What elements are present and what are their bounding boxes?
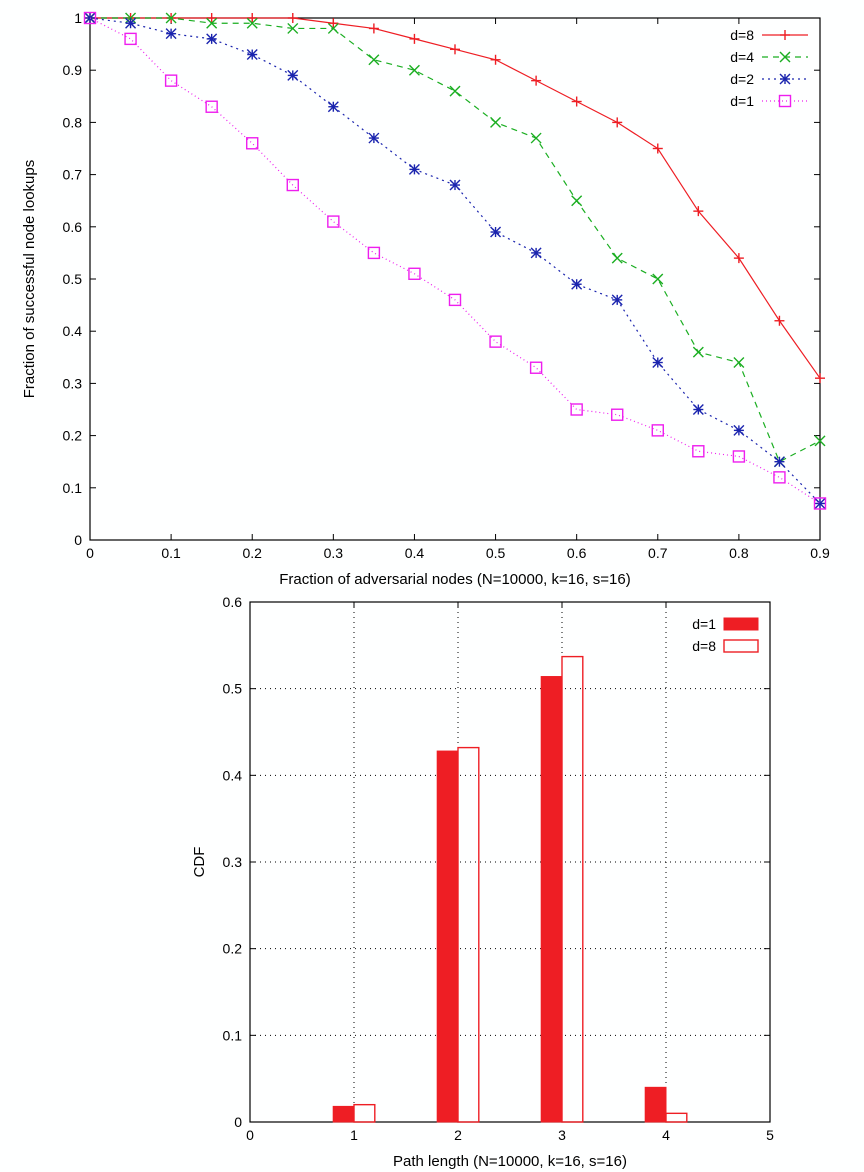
y-axis-label: CDF [191, 847, 208, 878]
x-tick-label: 0.8 [729, 545, 749, 561]
series-d=1 [85, 13, 826, 509]
x-tick-label: 0.9 [810, 545, 830, 561]
legend-entry: d=8 [692, 638, 758, 654]
legend-label: d=8 [692, 638, 716, 654]
x-tick-label: 4 [662, 1127, 670, 1143]
bar-d1 [333, 1106, 354, 1122]
figure-container: 0 0.1 0.2 0.3 0.4 0.5 0.6 0.7 0.8 0.9 0 0.1 0.2 0.3 0.… [0, 0, 864, 1172]
y-tick-label: 0.4 [223, 767, 243, 783]
y-tick-label: 0 [74, 532, 82, 548]
bottom-chart: 0 1 2 3 4 5 0 0.1 0.2 0.3 0.4 0.5 0.6 Path length (N=… [191, 594, 774, 1170]
y-tick-label: 0.1 [63, 480, 83, 496]
legend-entry: d=2 [730, 71, 808, 87]
x-tick-label: 0.2 [242, 545, 262, 561]
bar-d8 [354, 1105, 375, 1122]
x-tick-label: 0.3 [324, 545, 344, 561]
legend-label: d=1 [730, 93, 754, 109]
y-tick-label: 0.2 [63, 428, 83, 444]
y-tick-label: 0.9 [63, 62, 83, 78]
legend-entry: d=1 [730, 93, 808, 109]
y-tick-label: 0.7 [63, 167, 83, 183]
legend-entry: d=4 [730, 49, 808, 65]
top-chart: 0 0.1 0.2 0.3 0.4 0.5 0.6 0.7 0.8 0.9 0 0.1 0.2 0.3 0.… [21, 10, 830, 588]
legend-label: d=8 [730, 27, 754, 43]
series-d=8 [85, 13, 825, 383]
x-tick-label: 0.6 [567, 545, 587, 561]
bar-d1 [541, 677, 562, 1122]
series-d=4 [85, 13, 825, 467]
x-axis-label: Path length (N=10000, k=16, s=16) [393, 1153, 627, 1170]
y-tick-label: 0 [234, 1114, 242, 1130]
y-tick-label: 0.4 [63, 323, 83, 339]
legend-entry: d=8 [730, 27, 808, 43]
y-tick-label: 0.8 [63, 114, 83, 130]
y-tick-label: 0.6 [223, 594, 243, 610]
legend-entry: d=1 [692, 616, 758, 632]
x-tick-label: 5 [766, 1127, 774, 1143]
x-tick-label: 1 [350, 1127, 358, 1143]
y-tick-label: 1 [74, 10, 82, 26]
x-tick-label: 2 [454, 1127, 462, 1143]
bar-d1 [645, 1087, 666, 1122]
x-tick-label: 0.7 [648, 545, 668, 561]
y-tick-label: 0.3 [223, 854, 243, 870]
y-tick-label: 0.5 [63, 271, 83, 287]
x-tick-label: 0 [246, 1127, 254, 1143]
y-tick-label: 0.6 [63, 219, 83, 235]
x-tick-label: 0.4 [405, 545, 425, 561]
bar-d1 [437, 751, 458, 1122]
legend-label: d=1 [692, 616, 716, 632]
y-tick-label: 0.2 [223, 941, 243, 957]
x-tick-label: 0 [86, 545, 94, 561]
y-axis-label: Fraction of successful node lookups [21, 160, 38, 398]
x-tick-label: 0.1 [161, 545, 181, 561]
y-tick-label: 0.3 [63, 375, 83, 391]
y-tick-label: 0.1 [223, 1027, 243, 1043]
legend-label: d=4 [730, 49, 754, 65]
x-axis-label: Fraction of adversarial nodes (N=10000, … [279, 571, 630, 588]
legend-label: d=2 [730, 71, 754, 87]
bar-d8 [562, 657, 583, 1122]
x-tick-label: 0.5 [486, 545, 506, 561]
y-tick-label: 0.5 [223, 681, 243, 697]
x-tick-label: 3 [558, 1127, 566, 1143]
series-d=2 [85, 13, 825, 508]
bar-d8 [458, 748, 479, 1122]
bar-d8 [666, 1113, 687, 1122]
charts-svg: 0 0.1 0.2 0.3 0.4 0.5 0.6 0.7 0.8 0.9 0 0.1 0.2 0.3 0.… [0, 0, 864, 1172]
